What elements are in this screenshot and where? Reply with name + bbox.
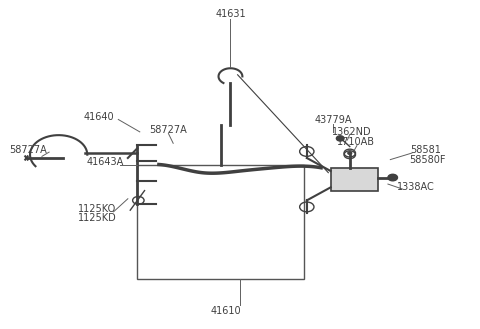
Text: 1710AB: 1710AB: [336, 137, 374, 147]
Text: 41610: 41610: [210, 306, 241, 316]
Text: 58581: 58581: [410, 145, 441, 155]
Text: 58727A: 58727A: [150, 125, 187, 135]
Text: 41631: 41631: [215, 10, 246, 19]
Circle shape: [348, 152, 352, 154]
Text: 58580F: 58580F: [409, 155, 445, 165]
Text: 1125KD: 1125KD: [77, 213, 116, 223]
Text: 58727A: 58727A: [9, 145, 47, 156]
Circle shape: [388, 174, 397, 181]
Circle shape: [336, 136, 344, 141]
Text: 41640: 41640: [84, 112, 115, 122]
Text: 1125KO: 1125KO: [78, 204, 116, 214]
Text: 1362ND: 1362ND: [332, 127, 372, 137]
Text: 41643A: 41643A: [87, 157, 124, 167]
Bar: [331, 168, 378, 190]
Text: 1338AC: 1338AC: [397, 182, 434, 192]
Bar: [137, 164, 304, 279]
Text: 43779A: 43779A: [314, 115, 352, 125]
